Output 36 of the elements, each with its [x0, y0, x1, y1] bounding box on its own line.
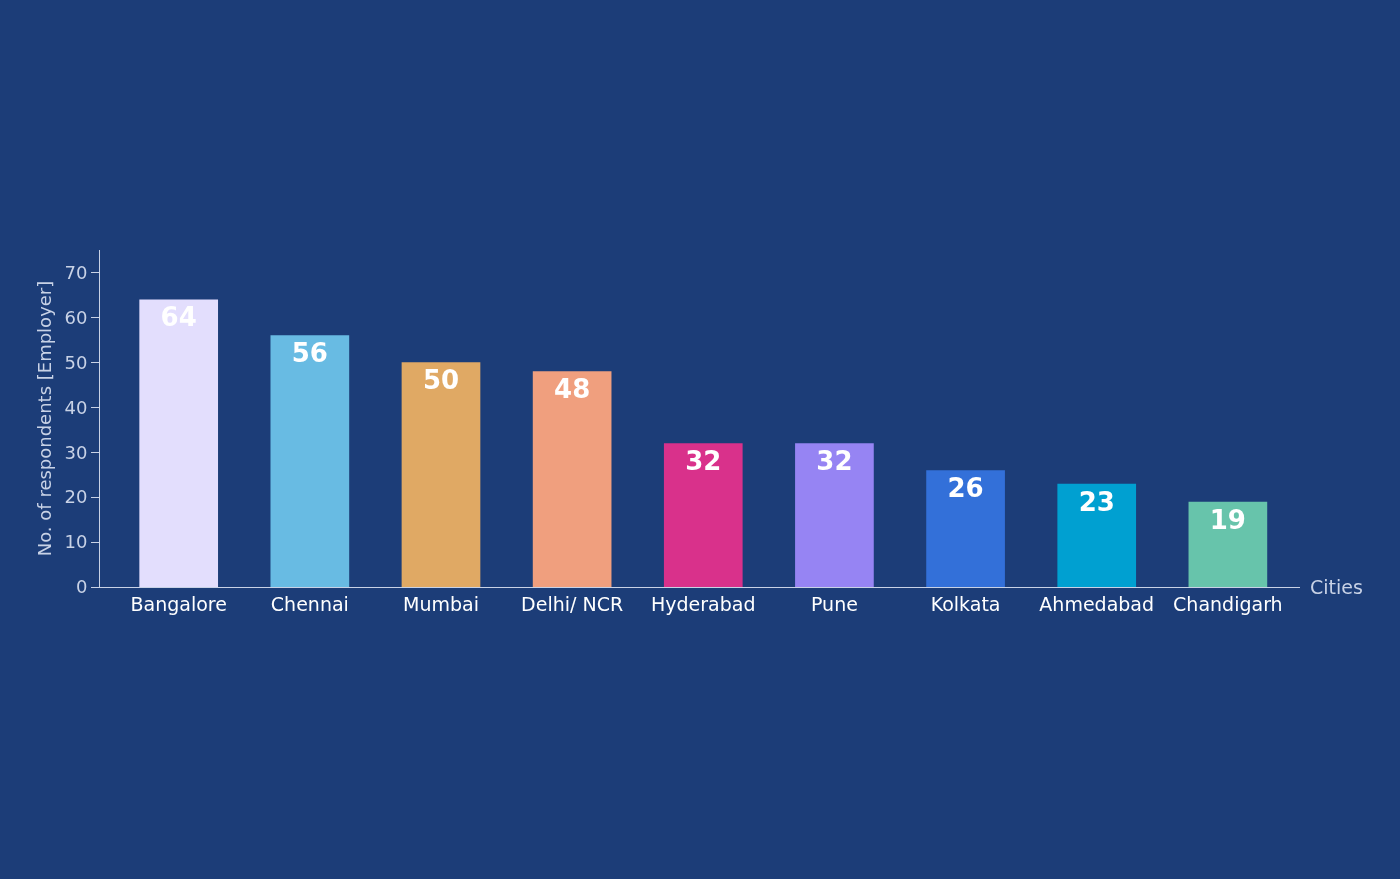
y-tick-label: 10 [64, 531, 88, 553]
x-tick-label: Chandigarh [1173, 592, 1283, 615]
y-axis-title: No. of respondents [Employer] [33, 280, 55, 557]
x-tick-label: Kolkata [930, 592, 1001, 615]
bar [1057, 483, 1137, 587]
bar [139, 299, 219, 587]
data-label: 32 [816, 446, 853, 477]
y-tick-label: 40 [64, 396, 88, 418]
y-tick-label: 20 [64, 486, 88, 508]
bar [926, 470, 1005, 587]
x-tick-label: Bangalore [130, 592, 227, 615]
bar [532, 371, 612, 587]
x-tick-label: Delhi/ NCR [521, 592, 624, 615]
data-label: 26 [947, 473, 984, 504]
y-tick-label: 0 [75, 576, 88, 598]
y-tick-label: 30 [64, 441, 88, 463]
bar [795, 443, 874, 587]
x-tick-label: Chennai [270, 592, 349, 615]
x-tick-label: Ahmedabad [1039, 592, 1155, 615]
bar [401, 362, 481, 587]
y-tick-label: 50 [64, 351, 88, 373]
bar [270, 335, 350, 587]
x-tick-label: Pune [810, 592, 858, 615]
x-tick-label: Mumbai [403, 592, 479, 615]
x-axis-title: Cities [1310, 576, 1363, 598]
data-label: 19 [1209, 504, 1246, 535]
x-tick-label: Hyderabad [651, 592, 756, 615]
data-label: 56 [291, 338, 328, 369]
data-label: 23 [1078, 486, 1115, 517]
bar [663, 443, 743, 587]
y-tick-label: 70 [64, 261, 88, 283]
data-label: 48 [554, 374, 591, 405]
bar [1188, 501, 1268, 587]
y-tick-label: 60 [64, 306, 88, 328]
data-label: 50 [422, 365, 460, 396]
data-label: 32 [685, 446, 722, 477]
